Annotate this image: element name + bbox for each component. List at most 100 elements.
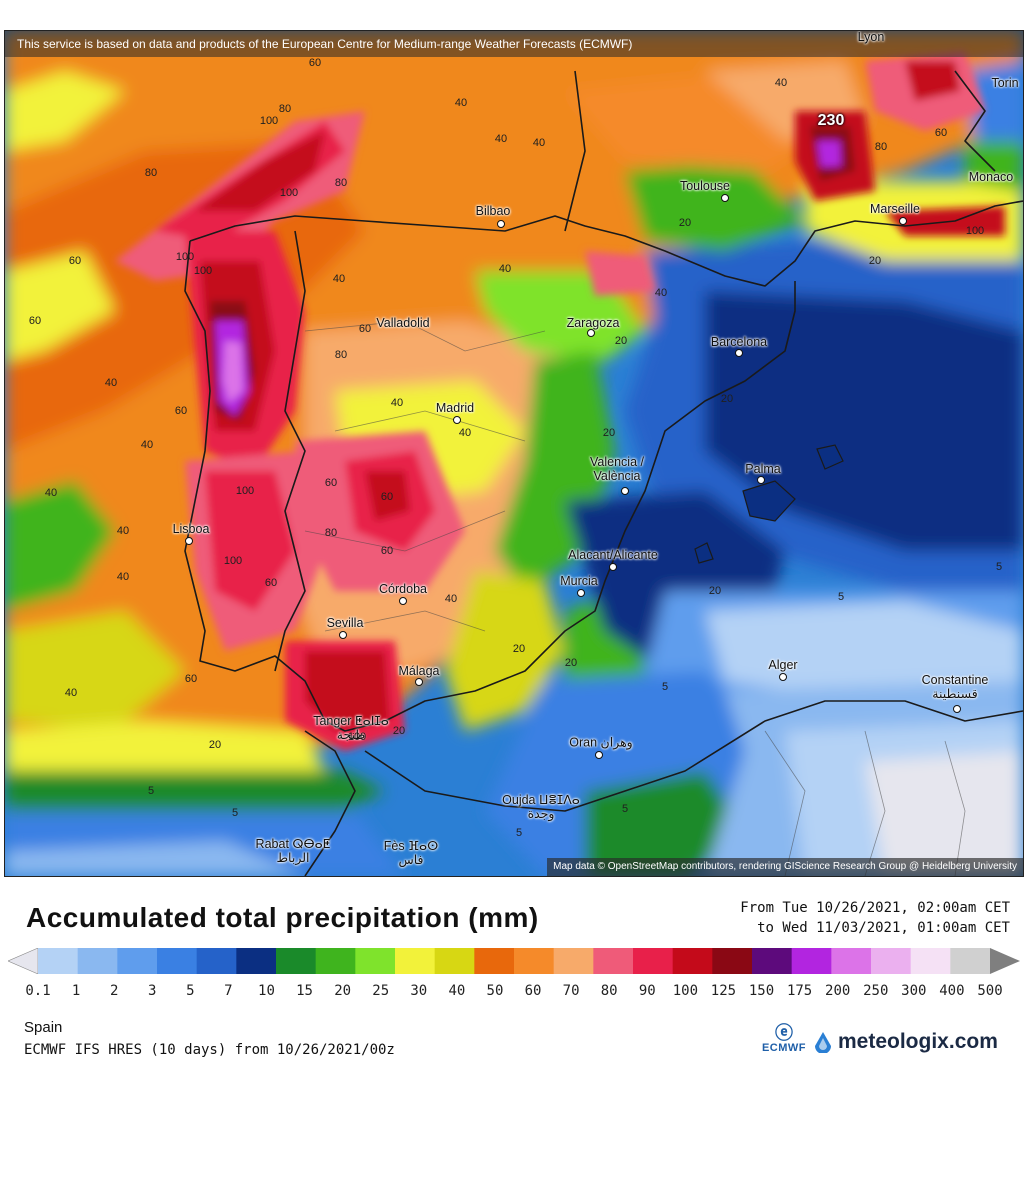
contour-label: 60: [380, 545, 394, 557]
city-rabat: Rabat ⵕⴱⴰⵟ الرباط: [255, 837, 331, 865]
ecmwf-attribution: This service is based on data and produc…: [5, 31, 1023, 57]
contour-label: 80: [334, 349, 348, 361]
city-oujda: Oujda ⵡⴻⵊⴷⴰ وجدة: [502, 793, 580, 821]
legend-swatch: [474, 948, 515, 974]
contour-label: 100: [235, 485, 255, 497]
city-monaco: Monaco: [968, 170, 1014, 184]
contour-label: 80: [278, 103, 292, 115]
contour-label: 40: [390, 397, 404, 409]
city-madrid: Madrid: [435, 401, 475, 415]
legend-swatch: [38, 948, 79, 974]
contour-label: 60: [308, 57, 322, 69]
city-zaragoza: Zaragoza: [566, 316, 620, 330]
legend-swatch: [752, 948, 793, 974]
contour-label: 40: [454, 97, 468, 109]
city-barcelona: Barcelona: [710, 335, 768, 349]
contour-label: 20: [564, 657, 578, 669]
city-malaga: Málaga: [398, 664, 440, 678]
legend-swatch: [77, 948, 118, 974]
contour-label: 20: [602, 427, 616, 439]
legend-tick-label: 3: [148, 983, 157, 999]
city-marker: [587, 329, 595, 337]
legend-arrow-high: [990, 948, 1020, 974]
legend-swatch: [633, 948, 674, 974]
city-marker: [453, 416, 461, 424]
legend-tick-label: 70: [562, 983, 580, 999]
city-valencia: Valencia / València: [590, 455, 644, 483]
city-marker: [735, 349, 743, 357]
city-alger: Alger: [768, 658, 798, 672]
contour-label: 100: [279, 187, 299, 199]
legend-tick-label: 30: [410, 983, 428, 999]
city-marker: [339, 631, 347, 639]
contour-label: 40: [104, 377, 118, 389]
legend-tick-label: 5: [186, 983, 195, 999]
legend-swatch: [514, 948, 555, 974]
contour-label: 100: [259, 115, 279, 127]
legend-swatch: [157, 948, 198, 974]
legend-swatch: [831, 948, 872, 974]
contour-label: 60: [358, 323, 372, 335]
contour-label: 20: [392, 725, 406, 737]
contour-label: 60: [264, 577, 278, 589]
city-cordoba: Córdoba: [379, 582, 427, 596]
legend-swatch: [315, 948, 356, 974]
city-palma: Palma: [745, 462, 781, 476]
contour-label: 40: [444, 593, 458, 605]
legend-swatch: [395, 948, 436, 974]
contour-label: 100: [193, 265, 213, 277]
chart-title: Accumulated total precipitation (mm): [26, 902, 539, 933]
city-marker: [779, 673, 787, 681]
contour-label: 80: [334, 177, 348, 189]
legend-swatch: [593, 948, 634, 974]
forecast-period: From Tue 10/26/2021, 02:00am CET to Wed …: [740, 898, 1010, 938]
ecmwf-logo-text: ECMWF: [761, 1042, 807, 1054]
legend-tick-label: 20: [334, 983, 352, 999]
legend-tick-label: 400: [939, 983, 965, 999]
city-torino: Torin: [991, 76, 1019, 90]
contour-label: 40: [458, 427, 472, 439]
legend-swatch: [434, 948, 475, 974]
legend-tick-label: 40: [448, 983, 466, 999]
city-marker: [721, 194, 729, 202]
city-bilbao: Bilbao: [475, 204, 511, 218]
city-sevilla: Sevilla: [326, 616, 364, 630]
legend-tick-label: 500: [977, 983, 1003, 999]
legend-swatch: [276, 948, 317, 974]
city-fes: Fès ⴼⴰⵙ فاس: [383, 839, 439, 867]
legend-tick-label: 300: [901, 983, 927, 999]
ecmwf-mark-icon: ⓔ: [775, 1023, 793, 1043]
legend-tick-label: 7: [224, 983, 233, 999]
city-constantine: Constantine قسنطينة: [921, 673, 989, 701]
color-legend: [8, 948, 1020, 974]
contour-label: 60: [934, 127, 948, 139]
city-marker: [577, 589, 585, 597]
city-murcia: Murcia: [560, 574, 598, 588]
legend-swatch: [910, 948, 951, 974]
legend-swatch: [236, 948, 277, 974]
contour-label: 80: [874, 141, 888, 153]
precipitation-map[interactable]: This service is based on data and produc…: [4, 30, 1024, 877]
legend-swatch: [117, 948, 158, 974]
legend-tick-label: 80: [600, 983, 618, 999]
legend-swatch: [672, 948, 713, 974]
contour-label: 20: [614, 335, 628, 347]
contour-label: 5: [231, 807, 239, 819]
contour-label: 20: [720, 393, 734, 405]
contour-label: 40: [116, 525, 130, 537]
contour-label: 40: [654, 287, 668, 299]
contour-label: 20: [512, 643, 526, 655]
legend-tick-label: 90: [638, 983, 656, 999]
osm-attribution: Map data © OpenStreetMap contributors, r…: [547, 858, 1023, 876]
contour-label: 80: [144, 167, 158, 179]
legend-tick-label: 25: [372, 983, 390, 999]
ecmwf-logo[interactable]: ⓔ ECMWF: [756, 1024, 812, 1064]
city-marker: [953, 705, 961, 713]
contour-label: 100: [347, 731, 367, 743]
contour-label: 40: [44, 487, 58, 499]
meteologix-logo[interactable]: meteologix.com: [812, 1027, 998, 1057]
legend-tick-label: 100: [672, 983, 699, 999]
contour-label: 60: [174, 405, 188, 417]
max-value-label: 230: [817, 112, 845, 129]
contour-label: 40: [498, 263, 512, 275]
